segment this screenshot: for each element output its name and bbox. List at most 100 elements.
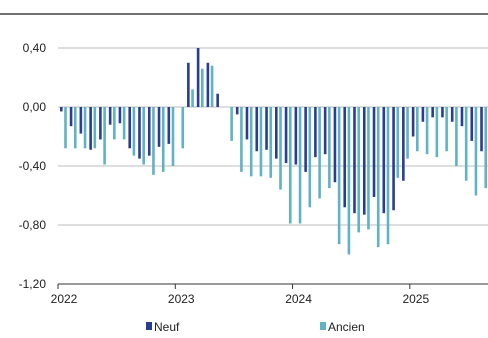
x-tick-label: 2022 — [51, 292, 78, 306]
legend-label-ancien: Ancien — [328, 320, 365, 334]
bar-ancien — [132, 107, 136, 156]
bar-ancien — [230, 107, 233, 141]
bar-ancien — [328, 107, 331, 189]
bar-ancien — [210, 65, 214, 107]
bar-ancien — [113, 107, 116, 140]
bar-ancien — [357, 107, 360, 233]
bar-neuf — [372, 107, 376, 197]
legend-swatch-neuf — [146, 322, 152, 330]
bar-neuf — [108, 107, 112, 125]
y-tick-label: -0,40 — [19, 159, 47, 173]
bar-ancien — [406, 107, 409, 159]
y-tick-label: -0,80 — [19, 218, 47, 232]
bar-ancien — [474, 107, 478, 196]
bar-neuf — [480, 107, 483, 152]
bar-ancien — [298, 107, 302, 224]
bar-neuf — [343, 107, 347, 208]
y-tick-label: 0,40 — [23, 41, 47, 55]
bar-neuf — [79, 107, 83, 134]
y-tick-label: -1,20 — [19, 277, 47, 291]
x-tick-label: 2024 — [285, 292, 312, 306]
bar-ancien — [122, 107, 126, 140]
bar-neuf — [60, 107, 63, 112]
bar-ancien — [64, 107, 67, 149]
legend-swatch-ancien — [320, 322, 326, 330]
bar-neuf — [147, 107, 151, 156]
bar-ancien — [279, 107, 282, 190]
bar-ancien — [425, 107, 429, 155]
bar-ancien — [347, 107, 351, 255]
bar-neuf — [294, 107, 298, 165]
bar-ancien — [191, 89, 194, 107]
bar-neuf — [353, 107, 356, 214]
bar-neuf — [402, 107, 405, 181]
bar-neuf — [255, 107, 259, 152]
bar-ancien — [181, 107, 185, 149]
bar-ancien — [337, 107, 341, 245]
bar-neuf — [431, 107, 434, 118]
bar-neuf — [167, 107, 171, 144]
bar-ancien — [152, 107, 155, 175]
bar-neuf — [187, 62, 190, 107]
bar-ancien — [249, 107, 253, 177]
bars — [60, 48, 488, 255]
bar-ancien — [464, 107, 468, 181]
bar-neuf — [128, 107, 132, 149]
bar-neuf — [382, 107, 386, 214]
bar-neuf — [323, 107, 327, 155]
bar-ancien — [435, 107, 439, 158]
bar-ancien — [386, 107, 390, 245]
bar-ancien — [240, 107, 243, 172]
bar-ancien — [376, 107, 380, 248]
bar-ancien — [445, 107, 448, 152]
bar-neuf — [333, 107, 337, 183]
bar-neuf — [411, 107, 415, 137]
bar-neuf — [284, 107, 288, 164]
bar-neuf — [362, 107, 366, 215]
bar-neuf — [460, 107, 464, 127]
bar-ancien — [455, 107, 458, 166]
legend: Neuf Ancien — [146, 320, 365, 334]
x-axis: 2022 2023 2024 2025 — [51, 283, 488, 306]
legend-label-neuf: Neuf — [154, 320, 180, 334]
bar-neuf — [470, 107, 474, 141]
bar-ancien — [269, 107, 273, 178]
bar-ancien — [103, 107, 106, 165]
bar-neuf — [157, 107, 161, 147]
y-tick-label: 0,00 — [23, 100, 47, 114]
bar-ancien — [201, 68, 204, 107]
bar-neuf — [441, 107, 444, 118]
bar-neuf — [235, 107, 239, 115]
bar-neuf — [421, 107, 425, 122]
bar-neuf — [206, 62, 210, 107]
bar-neuf — [216, 93, 219, 107]
bar-ancien — [318, 107, 321, 199]
bar-neuf — [245, 107, 249, 140]
bar-neuf — [265, 107, 268, 150]
bar-ancien — [288, 107, 292, 224]
bar-neuf — [450, 107, 454, 122]
bar-ancien — [161, 107, 165, 172]
bar-ancien — [308, 107, 312, 208]
bar-ancien — [93, 107, 97, 149]
bar-ancien — [83, 107, 87, 149]
bar-neuf — [118, 107, 122, 124]
bar-neuf — [89, 107, 92, 150]
bar-ancien — [396, 107, 400, 178]
bar-ancien — [367, 107, 370, 230]
bar-neuf — [304, 107, 307, 172]
bar-neuf — [138, 107, 141, 159]
x-tick-label: 2025 — [402, 292, 429, 306]
bar-ancien — [416, 107, 419, 152]
bar-neuf — [314, 107, 317, 158]
bar-neuf — [275, 107, 278, 159]
grid — [58, 47, 488, 285]
bar-ancien — [259, 107, 263, 177]
bar-ancien — [142, 107, 145, 165]
bar-ancien — [171, 107, 175, 166]
bar-neuf — [392, 107, 395, 211]
bar-neuf — [99, 107, 102, 140]
bar-ancien — [484, 107, 488, 189]
x-tick-label: 2023 — [168, 292, 195, 306]
